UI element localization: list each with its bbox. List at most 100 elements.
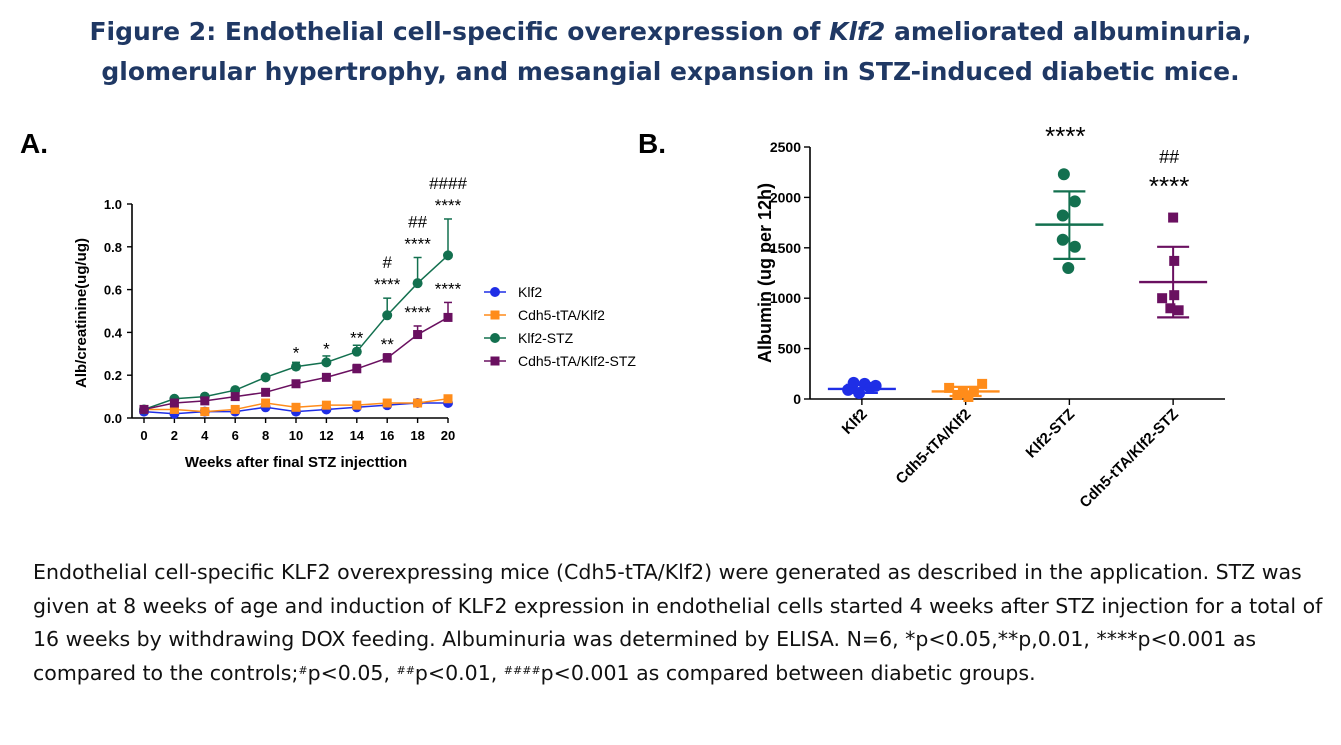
panel-b-y-tick-label: 500 <box>778 341 802 357</box>
panel-a-data-point <box>413 330 423 340</box>
panel-b-data-point <box>1173 305 1184 316</box>
panel-a-significance-mark: * <box>323 339 330 358</box>
panel-b-group-cdh5-stz <box>1139 212 1208 319</box>
caption-sym-1: # <box>298 663 308 677</box>
panel-a-data-point <box>382 353 392 363</box>
panel-a-data-point <box>352 364 362 374</box>
panel-a-data-point <box>139 404 149 414</box>
panel-a-data-point <box>412 278 423 289</box>
panel-b-x-tick-label: Klf2 <box>839 406 871 438</box>
panel-b-data-point <box>1068 240 1081 253</box>
panel-a-data-point <box>321 357 332 368</box>
panel-a-data-point <box>230 392 240 402</box>
panel-a-x-tick-label: 0 <box>140 428 147 443</box>
figure-title: Figure 2: Endothelial cell-specific over… <box>0 12 1341 92</box>
panel-b-y-tick-label: 0 <box>793 391 801 407</box>
caption-text-1: p<0.05, <box>307 660 397 685</box>
panel-a-x-tick-label: 12 <box>319 428 333 443</box>
panel-b-data-point <box>963 391 974 402</box>
figure-caption: Endothelial cell-specific KLF2 overexpre… <box>33 556 1333 690</box>
panel-a-data-point <box>230 404 240 414</box>
panel-a-significance-mark: **** <box>435 196 462 215</box>
title-prefix: Figure 2: Endothelial cell-specific over… <box>89 17 830 46</box>
panel-b-significance-mark: **** <box>1045 121 1085 151</box>
panel-a-data-point <box>291 379 301 389</box>
panel-b-data-point <box>944 382 955 393</box>
title-gene: Klf2 <box>829 17 886 46</box>
panel-a-data-point <box>413 398 423 408</box>
panel-b-significance-mark: **** <box>1149 171 1189 201</box>
panel-b-group-cdh5 <box>931 378 1000 402</box>
panel-a-x-tick-label: 10 <box>289 428 303 443</box>
panel-a-series-cdh5 <box>139 394 453 417</box>
panel-a-x-tick-label: 14 <box>350 428 365 443</box>
caption-text-2: p<0.01, <box>414 660 504 685</box>
panel-a-significance-mark: #### <box>429 174 467 193</box>
panel-b-data-point <box>1168 212 1179 223</box>
panel-a-data-point <box>352 400 362 410</box>
panel-a-data-point <box>261 398 271 408</box>
legend-entry-label: Klf2 <box>518 284 542 300</box>
panel-b-data-point <box>1068 195 1081 208</box>
panel-b-data-point <box>957 387 968 398</box>
panel-a-significance-mark: **** <box>404 303 431 322</box>
caption-sym-3: #### <box>503 663 541 677</box>
panel-a-x-tick-label: 2 <box>171 428 178 443</box>
panel-a-y-tick-label: 0.4 <box>104 325 123 340</box>
panel-a-x-tick-label: 16 <box>380 428 394 443</box>
panel-a-series-cdh5-stz <box>139 301 453 414</box>
panel-a-data-point <box>291 361 301 372</box>
panel-b-data-point <box>1157 293 1168 304</box>
panel-a-data-point <box>443 250 453 261</box>
legend-swatch-marker <box>490 310 500 320</box>
panel-a-data-point <box>169 398 179 408</box>
panel-b-y-tick-label: 2500 <box>770 139 801 155</box>
panel-a-x-tick-label: 20 <box>441 428 455 443</box>
panel-a-y-tick-label: 1.0 <box>104 197 122 212</box>
panel-a-data-point <box>291 402 301 412</box>
panel-a-significance-mark: **** <box>435 279 462 298</box>
panel-a-label: A. <box>20 128 48 159</box>
caption-text-3: p<0.001 as compared between diabetic gro… <box>540 660 1036 685</box>
panel-a-data-point <box>443 312 453 322</box>
panel-b-x-tick-label: Klf2-STZ <box>1023 406 1079 462</box>
legend-swatch-marker <box>490 287 500 297</box>
panel-b-group-klf2-stz <box>1035 168 1104 274</box>
panel-a-x-tick-label: 8 <box>262 428 269 443</box>
panel-b-data-point <box>1062 261 1075 274</box>
panel-b-data-point <box>977 378 988 389</box>
panel-a-y-axis-label: Alb/creatinine(ug/ug) <box>73 238 90 388</box>
panel-a-data-point <box>200 407 210 417</box>
panel-a-axes <box>131 204 448 419</box>
caption-main: Endothelial cell-specific KLF2 overexpre… <box>33 560 1323 685</box>
panel-a-data-point <box>321 400 331 410</box>
panel-a-significance-mark: # <box>382 253 392 272</box>
panel-b-axes <box>809 147 1225 400</box>
panel-a-legend: Klf2 Cdh5-tTA/Klf2 Klf2-STZ Cdh5-tTA/Klf2-S… <box>484 284 636 369</box>
panel-a-x-tick-label: 4 <box>201 428 209 443</box>
panel-a-data-point <box>200 396 210 406</box>
panel-a-data-point <box>382 398 392 408</box>
panel-a-data-point <box>261 387 271 397</box>
panel-a-data-point <box>351 346 362 357</box>
legend-entry-label: Klf2-STZ <box>518 330 574 346</box>
panel-b-y-tick-label: 2000 <box>770 189 801 205</box>
panel-b: B. 0 500 1000 1500 2000 2500 Albumin (ug per 12… <box>638 121 1225 511</box>
figure-title-line-1: Figure 2: Endothelial cell-specific over… <box>0 12 1341 52</box>
panel-a-data-point <box>443 394 453 404</box>
panel-a-data-point <box>382 310 393 321</box>
panel-b-y-axis-label: Albumin (ug per 12h) <box>755 183 775 363</box>
panel-a-y-tick-label: 0.2 <box>104 368 122 383</box>
panel-b-data-point <box>847 376 860 389</box>
panel-a-significance-mark: **** <box>374 275 401 294</box>
panel-b-x-tick-label: Cdh5-tTA/Klf2-STZ <box>1076 406 1182 512</box>
panel-a-y-tick-label: 0.6 <box>104 283 122 298</box>
panel-b-data-point <box>1169 290 1180 301</box>
panel-b-data-point <box>1165 303 1176 314</box>
panel-a-x-tick-label: 18 <box>410 428 424 443</box>
panel-b-x-tick-label: Cdh5-tTA/Klf2 <box>893 406 975 488</box>
panel-a-significance-mark: ** <box>350 329 364 348</box>
panel-a-significance-mark: ** <box>381 335 395 354</box>
panel-a-y-tick-label: 0.0 <box>104 411 122 426</box>
panel-a-significance-mark: **** <box>404 235 431 254</box>
